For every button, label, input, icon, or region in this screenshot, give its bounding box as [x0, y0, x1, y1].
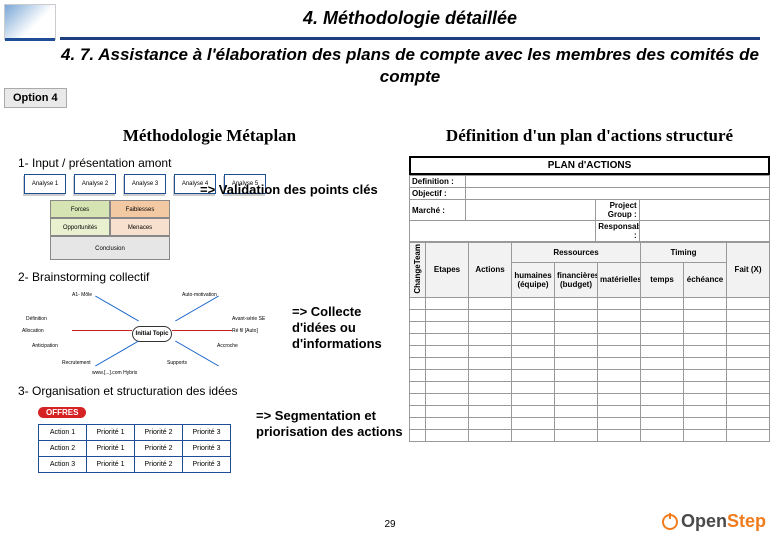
col-h: temps — [641, 262, 684, 297]
table-row: Action 2 Priorité 1 Priorité 2 Priorité … — [39, 441, 231, 457]
swot-forces: Forces — [50, 200, 110, 218]
left-heading: Méthodologie Métaplan — [10, 126, 409, 146]
swot-menaces: Menaces — [110, 218, 170, 236]
table-row: Action 1 Priorité 1 Priorité 2 Priorité … — [39, 425, 231, 441]
page-title: 4. Méthodologie détaillée — [60, 0, 760, 40]
plan-label: Project Group : — [596, 200, 639, 221]
step2-callout: => Collecte d'idées ou d'informations — [292, 304, 409, 352]
mm-branch: Recrutement — [62, 360, 91, 366]
step1-callout: => Validation des points clés — [200, 182, 378, 198]
analyse-box: Analyse 3 — [124, 174, 166, 194]
swot-opportunites: Opportunités — [50, 218, 110, 236]
priority-table: Action 1 Priorité 1 Priorité 2 Priorité … — [38, 424, 231, 473]
plan-label: Marché : — [410, 200, 466, 221]
col-h: Etapes — [426, 243, 469, 298]
table-row — [410, 381, 770, 393]
mm-branch: Allocation — [22, 328, 44, 334]
col-group: Timing — [641, 243, 727, 263]
page-number: 29 — [384, 519, 395, 530]
table-row — [410, 309, 770, 321]
analyse-box: Analyse 2 — [74, 174, 116, 194]
col-h: matérielles — [598, 262, 641, 297]
option-badge: Option 4 — [4, 88, 67, 108]
mm-branch: Définition — [26, 316, 47, 322]
table-row — [410, 321, 770, 333]
offer-badge: OFFRES — [38, 407, 86, 418]
plan-label: Objectif : — [410, 188, 466, 200]
col-group: Ressources — [512, 243, 641, 263]
logo: OpenStep — [661, 511, 766, 532]
col-h: financières (budget) — [555, 262, 598, 297]
mm-branch: Accroche — [217, 343, 238, 349]
mm-branch: A1- Môle — [72, 292, 92, 298]
table-row — [410, 357, 770, 369]
mindmap: Initial Topic A1- Môle Auto-motivation D… — [22, 288, 282, 378]
logo-open: Open — [681, 511, 727, 531]
step3-callout: => Segmentation et priorisation des acti… — [256, 408, 409, 440]
table-row — [410, 417, 770, 429]
plan-title: PLAN d'ACTIONS — [409, 156, 770, 175]
plan-header-table: Definition : Objectif : Marché : Project… — [409, 175, 770, 242]
step1-title: 1- Input / présentation amont — [18, 156, 409, 170]
step2-title: 2- Brainstorming collectif — [18, 270, 409, 284]
mm-branch: Ré fil [Auto] — [232, 328, 258, 334]
col-h: humaines (équipe) — [512, 262, 555, 297]
table-row — [410, 393, 770, 405]
col-h: Fait (X) — [727, 243, 770, 298]
plan-label: Responsable : — [596, 221, 639, 242]
table-row — [410, 369, 770, 381]
col-h: échéance — [684, 262, 727, 297]
table-row — [410, 405, 770, 417]
logo-icon — [661, 513, 679, 531]
mm-branch: Avant-série SE — [232, 316, 265, 322]
step3-title: 3- Organisation et structuration des idé… — [18, 384, 409, 398]
table-row — [410, 297, 770, 309]
analyse-box: Analyse 1 — [24, 174, 66, 194]
logo-step: Step — [727, 511, 766, 531]
page-subtitle: 4. 7. Assistance à l'élaboration des pla… — [60, 44, 760, 88]
plan-label: Definition : — [410, 176, 466, 188]
change-label: ChangeTeam — [413, 244, 422, 294]
table-row — [410, 429, 770, 441]
mm-branch: Auto-motivation — [182, 292, 217, 298]
swot-grid: Forces Faiblesses Opportunités Menaces C… — [50, 200, 170, 260]
plan-main-table: ChangeTeam Etapes Actions Ressources Tim… — [409, 242, 770, 442]
right-heading: Définition d'un plan d'actions structuré — [409, 126, 770, 146]
table-row — [410, 333, 770, 345]
swot-conclusion: Conclusion — [50, 236, 170, 260]
table-row: Action 3 Priorité 1 Priorité 2 Priorité … — [39, 457, 231, 473]
swot-faiblesses: Faiblesses — [110, 200, 170, 218]
header-photo — [4, 4, 56, 40]
mm-branch: Anticipation — [32, 343, 58, 349]
mm-branch: Supports — [167, 360, 187, 366]
mm-branch: www.[...].com Hybris — [92, 370, 137, 376]
col-h: Actions — [469, 243, 512, 298]
table-row — [410, 345, 770, 357]
